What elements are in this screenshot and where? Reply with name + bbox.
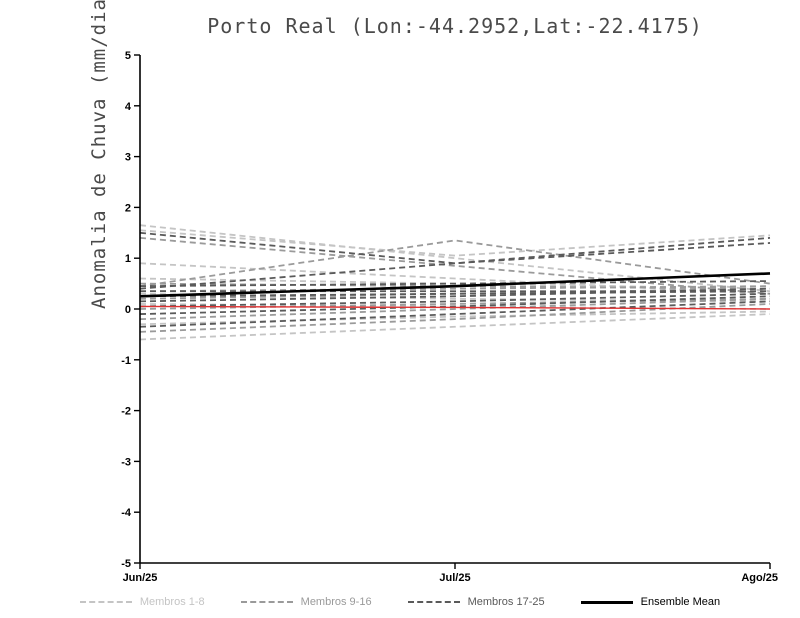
- ensemble-member-line: [139, 231, 771, 265]
- y-tick-label: -5: [121, 558, 131, 570]
- chart-legend: Membros 1-8 Membros 9-16 Membros 17-25 Ense…: [0, 596, 800, 608]
- y-tick-label: 4: [125, 101, 132, 113]
- legend-label: Membros 17-25: [467, 596, 545, 608]
- legend-solid-line-sample: [580, 600, 633, 604]
- legend-label: Ensemble Mean: [640, 596, 721, 608]
- legend-item: Ensemble Mean: [580, 596, 721, 608]
- y-tick-label: 0: [125, 304, 131, 316]
- y-tick-label: 3: [125, 152, 131, 164]
- ensemble-member-line: [139, 287, 771, 303]
- ensemble-member-line: [139, 300, 771, 328]
- ensemble-member-line: [139, 292, 771, 308]
- ensemble-member-line: [139, 236, 771, 290]
- legend-label: Membros 9-16: [300, 596, 372, 608]
- red-reference-line: [139, 305, 771, 310]
- ensemble-member-line: [139, 297, 771, 321]
- ensemble-member-line: [139, 224, 771, 293]
- x-tick-label: Jun/25: [123, 572, 158, 584]
- chart-title: Porto Real (Lon:-44.2952,Lat:-22.4175): [207, 14, 703, 38]
- x-tick-label: Jul/25: [439, 572, 470, 584]
- ensemble-member-line: [139, 239, 771, 288]
- y-tick-label: -2: [121, 406, 131, 418]
- legend-item: Membros 9-16: [240, 596, 372, 608]
- legend-label: Membros 1-8: [139, 596, 205, 608]
- y-tick-label: -3: [121, 456, 131, 468]
- ensemble-member-line: [139, 280, 771, 288]
- ensemble-mean-line: [139, 272, 771, 298]
- ensemble-member-line: [139, 313, 771, 341]
- ensemble-member-line: [139, 236, 771, 295]
- y-tick-label: 5: [125, 50, 131, 62]
- legend-dashed-line-sample: [240, 601, 293, 603]
- ensemble-member-line: [139, 295, 771, 315]
- y-tick-label: 1: [125, 253, 131, 265]
- legend-dashed-line-sample: [407, 601, 460, 603]
- y-tick-label: -4: [121, 507, 132, 519]
- y-tick-label: 2: [125, 202, 131, 214]
- legend-item: Membros 1-8: [79, 596, 205, 608]
- y-tick-label: -1: [121, 355, 131, 367]
- legend-item: Membros 17-25: [407, 596, 545, 608]
- ensemble-member-line: [139, 229, 771, 257]
- legend-dashed-line-sample: [79, 601, 132, 603]
- x-tick-label: Ago/25: [741, 572, 778, 584]
